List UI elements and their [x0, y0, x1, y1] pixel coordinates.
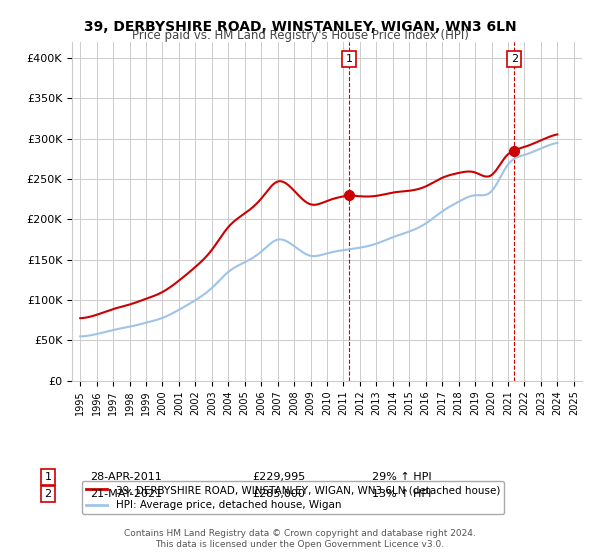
- Text: 39, DERBYSHIRE ROAD, WINSTANLEY, WIGAN, WN3 6LN: 39, DERBYSHIRE ROAD, WINSTANLEY, WIGAN, …: [83, 20, 517, 34]
- Text: 29% ↑ HPI: 29% ↑ HPI: [372, 472, 431, 482]
- Text: £229,995: £229,995: [252, 472, 305, 482]
- Legend: 39, DERBYSHIRE ROAD, WINSTANLEY, WIGAN, WN3 6LN (detached house), HPI: Average p: 39, DERBYSHIRE ROAD, WINSTANLEY, WIGAN, …: [82, 481, 504, 515]
- Text: 28-APR-2011: 28-APR-2011: [90, 472, 162, 482]
- Text: Price paid vs. HM Land Registry's House Price Index (HPI): Price paid vs. HM Land Registry's House …: [131, 29, 469, 42]
- Text: Contains HM Land Registry data © Crown copyright and database right 2024.: Contains HM Land Registry data © Crown c…: [124, 529, 476, 538]
- Text: This data is licensed under the Open Government Licence v3.0.: This data is licensed under the Open Gov…: [155, 540, 445, 549]
- Text: 1: 1: [346, 54, 352, 64]
- Text: 21-MAY-2021: 21-MAY-2021: [90, 489, 162, 499]
- Text: 2: 2: [44, 489, 52, 499]
- Text: 2: 2: [511, 54, 518, 64]
- Text: 1: 1: [44, 472, 52, 482]
- Text: £285,000: £285,000: [252, 489, 305, 499]
- Text: 13% ↑ HPI: 13% ↑ HPI: [372, 489, 431, 499]
